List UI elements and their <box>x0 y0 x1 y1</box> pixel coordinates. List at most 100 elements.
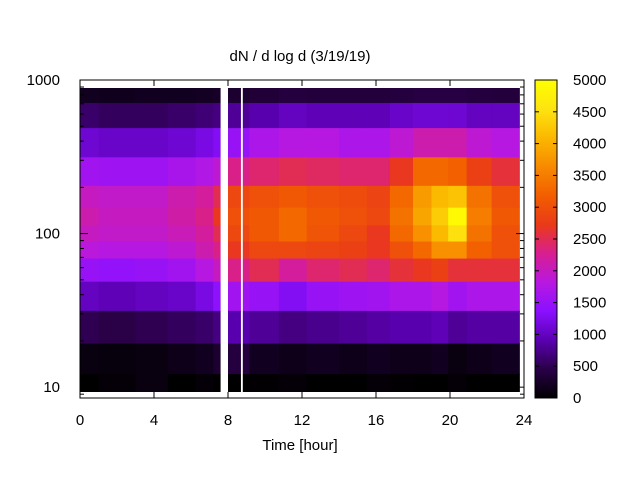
heatmap-cell <box>339 241 368 259</box>
heatmap-cell <box>249 185 280 208</box>
heatmap-cell <box>249 88 280 103</box>
heatmap-cell <box>135 102 169 129</box>
heatmap-cell <box>466 88 493 103</box>
heatmap-cell <box>278 207 308 226</box>
heatmap-cell <box>389 156 414 186</box>
heatmap-cell <box>98 258 136 282</box>
heatmap-cell <box>413 127 432 158</box>
heatmap-cell <box>80 185 99 208</box>
heatmap-cell <box>80 224 99 242</box>
heatmap-cell <box>389 343 414 375</box>
heatmap-cell <box>249 224 280 242</box>
heatmap-cell <box>466 241 493 259</box>
heatmap-cell <box>413 224 432 242</box>
heatmap-cell <box>98 224 136 242</box>
heatmap-cell <box>306 224 340 242</box>
heatmap-cell <box>466 207 493 226</box>
heatmap-cell <box>249 241 280 259</box>
heatmap-cell <box>167 102 197 129</box>
heatmap-cell <box>80 258 99 282</box>
heatmap-cell <box>135 88 169 103</box>
heatmap-cell <box>278 127 308 158</box>
heatmap-cell <box>431 185 449 208</box>
heatmap-cell <box>195 102 214 129</box>
heatmap-cell <box>225 102 250 129</box>
heatmap-cell <box>339 156 368 186</box>
heatmap-cell <box>413 156 432 186</box>
heatmap-cell <box>389 185 414 208</box>
heatmap-cell <box>389 281 414 311</box>
heatmap-cell <box>167 258 197 282</box>
heatmap-cell <box>431 373 449 392</box>
x-axis-label: Time [hour] <box>262 437 337 454</box>
heatmap-cell <box>491 241 520 259</box>
x-tick-label: 8 <box>224 412 232 429</box>
heatmap-cell <box>366 185 391 208</box>
heatmap-cell <box>306 127 340 158</box>
heatmap-cell <box>135 241 169 259</box>
heatmap-cell <box>413 207 432 226</box>
heatmap-cell <box>448 156 468 186</box>
y-tick-label: 10 <box>43 379 60 396</box>
heatmap-cell <box>431 88 449 103</box>
heatmap-cell <box>225 241 250 259</box>
heatmap-cell <box>80 343 99 375</box>
heatmap-cell <box>306 373 340 392</box>
colorbar-tick-label: 4500 <box>573 104 606 121</box>
heatmap-cell <box>195 241 214 259</box>
heatmap-cell <box>195 127 214 158</box>
heatmap-cell <box>306 241 340 259</box>
heatmap-cell <box>306 343 340 375</box>
heatmap-cell <box>366 281 391 311</box>
heatmap-cell <box>98 127 136 158</box>
heatmap-cell <box>98 207 136 226</box>
heatmap-cell <box>306 310 340 344</box>
heatmap-cell <box>135 310 169 344</box>
heatmap-cell <box>135 373 169 392</box>
heatmap-cell <box>249 343 280 375</box>
heatmap-cell <box>339 102 368 129</box>
heatmap-cell <box>167 241 197 259</box>
colorbar-tick-label: 3500 <box>573 167 606 184</box>
heatmap-cell <box>448 102 468 129</box>
heatmap-cell <box>306 156 340 186</box>
heatmap-cell <box>98 88 136 103</box>
heatmap-cell <box>167 88 197 103</box>
heatmap-cell <box>431 102 449 129</box>
heatmap-cell <box>448 343 468 375</box>
heatmap-cell <box>491 207 520 226</box>
heatmap-cell <box>278 343 308 375</box>
heatmap-cell <box>389 207 414 226</box>
heatmap-cell <box>431 127 449 158</box>
heatmap-cell <box>491 373 520 392</box>
heatmap-cell <box>339 185 368 208</box>
heatmap-cell <box>249 156 280 186</box>
heatmap-cell <box>278 310 308 344</box>
heatmap-cell <box>195 310 214 344</box>
colorbar-tick-label: 5000 <box>573 72 606 89</box>
heatmap-cell <box>448 373 468 392</box>
heatmap-cell <box>448 310 468 344</box>
heatmap-cell <box>195 207 214 226</box>
heatmap-cell <box>80 88 99 103</box>
colorbar-tick-label: 4000 <box>573 136 606 153</box>
heatmap-cell <box>339 127 368 158</box>
colorbar-tick-label: 2000 <box>573 263 606 280</box>
colorbar-tick-label: 500 <box>573 358 598 375</box>
heatmap-cell <box>135 156 169 186</box>
heatmap-cell <box>98 343 136 375</box>
heatmap-cell <box>278 156 308 186</box>
heatmap-cell <box>466 258 493 282</box>
heatmap-cell <box>366 102 391 129</box>
heatmap-cell <box>491 88 520 103</box>
heatmap-cell <box>135 343 169 375</box>
heatmap-cell <box>249 373 280 392</box>
heatmap-cell <box>249 258 280 282</box>
heatmap-cell <box>195 88 214 103</box>
heatmap-cell <box>195 156 214 186</box>
heatmap-cell <box>195 343 214 375</box>
heatmap-cell <box>339 224 368 242</box>
heatmap-cell <box>366 343 391 375</box>
heatmap-cell <box>491 156 520 186</box>
